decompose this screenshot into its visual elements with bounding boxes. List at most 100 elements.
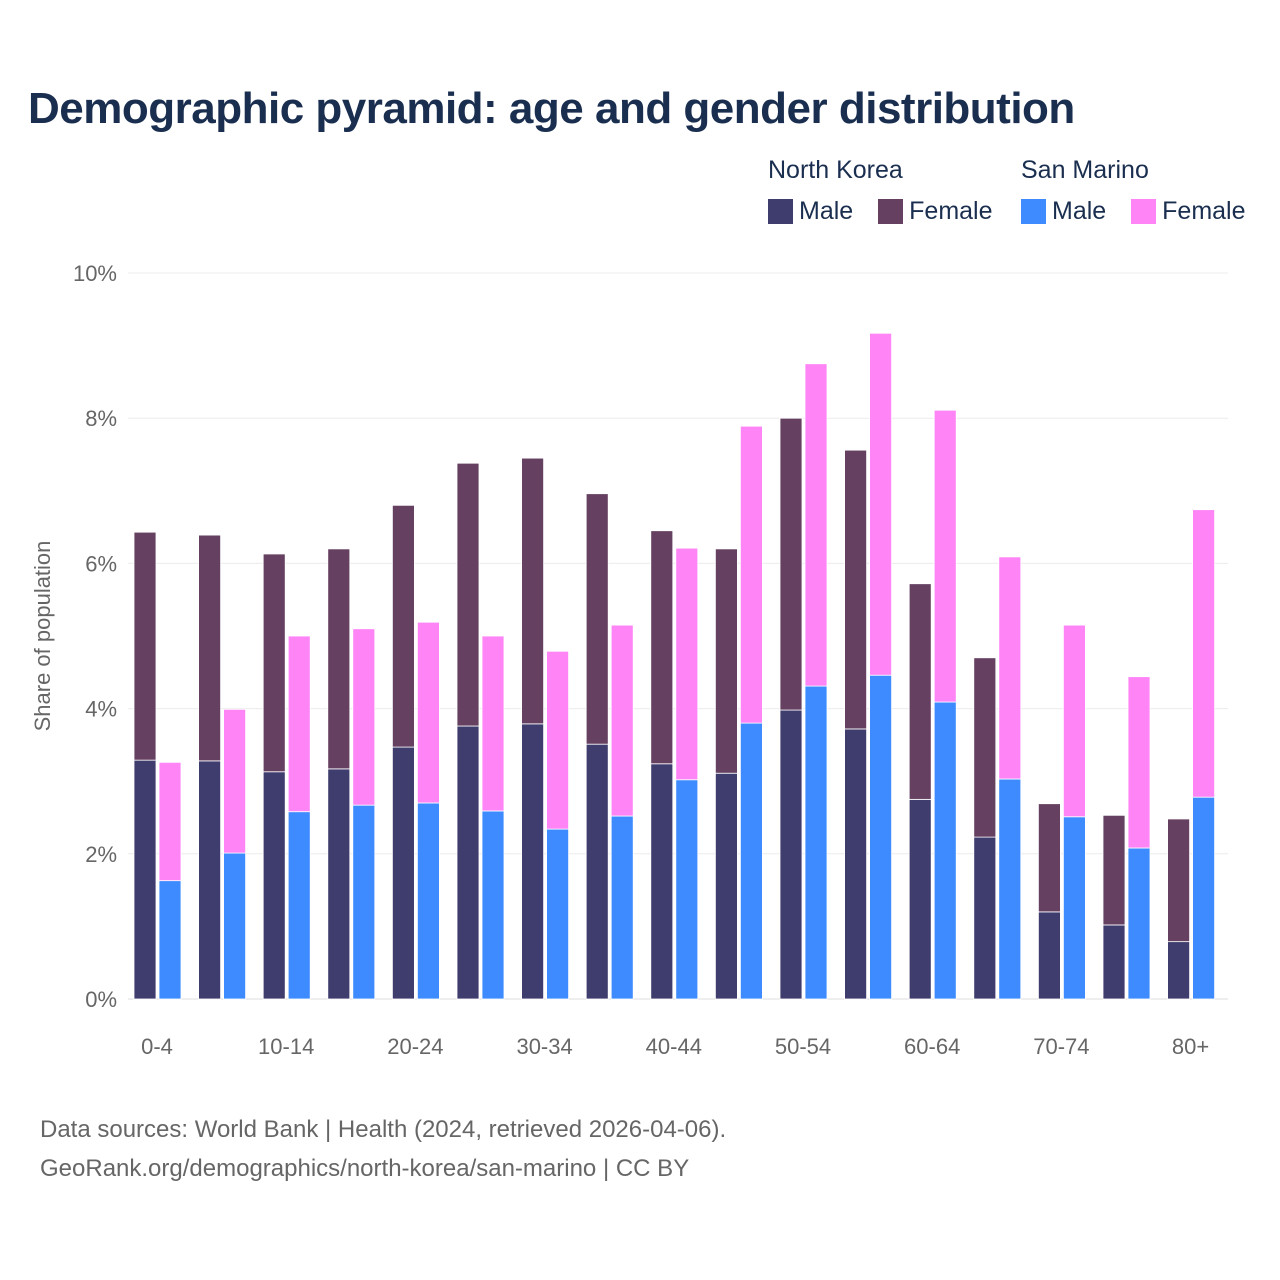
legend-group-name: San Marino (1021, 156, 1149, 184)
source-note: Data sources: World Bank | Health (2024,… (40, 1116, 727, 1143)
bar-san-marino-female-80+ (1192, 509, 1215, 798)
bar-san-marino-female-25-29 (481, 635, 505, 812)
bar-north-korea-female-45-49 (715, 548, 738, 774)
bar-north-korea-female-55-59 (844, 449, 867, 730)
bar-north-korea-male-50-54 (779, 709, 803, 1000)
bar-san-marino-female-60-64 (933, 409, 957, 703)
bar-san-marino-male-35-39 (610, 815, 634, 1000)
bar-san-marino-male-55-59 (869, 674, 892, 1000)
bar-north-korea-male-40-44 (650, 763, 674, 1000)
bar-san-marino-female-40-44 (675, 547, 699, 781)
bar-san-marino-male-20-24 (416, 802, 440, 1000)
bar-san-marino-male-10-14 (287, 811, 311, 1000)
bar-north-korea-female-30-34 (521, 457, 544, 725)
bar-san-marino-female-35-39 (610, 624, 634, 817)
bar-san-marino-female-70-74 (1063, 624, 1086, 818)
bar-san-marino-male-80+ (1192, 796, 1215, 1000)
bar-san-marino-male-60-64 (933, 701, 957, 1000)
bar-san-marino-male-0-4 (158, 880, 182, 1000)
y-tick-label: 10% (73, 261, 117, 286)
bar-san-marino-male-40-44 (675, 779, 699, 1000)
legend-swatch (1021, 199, 1046, 224)
legend-item-sm-male: Male (1021, 197, 1106, 226)
bar-san-marino-male-45-49 (740, 722, 763, 1000)
legend-north-korea: North Korea Male Female (768, 156, 1011, 231)
bar-north-korea-female-65-69 (973, 657, 997, 838)
bar-north-korea-male-80+ (1167, 941, 1190, 1000)
bar-san-marino-female-50-54 (804, 363, 828, 687)
bar-san-marino-female-45-49 (740, 425, 763, 724)
y-tick-label: 0% (85, 987, 117, 1012)
bar-san-marino-female-15-19 (352, 628, 376, 806)
x-tick-label: 40-44 (646, 1034, 702, 1059)
bar-north-korea-male-5-9 (198, 760, 222, 1000)
x-tick-label: 10-14 (258, 1034, 314, 1059)
bar-san-marino-male-25-29 (481, 810, 505, 1000)
legend-swatch (768, 199, 793, 224)
bar-north-korea-female-10-14 (262, 553, 286, 773)
y-axis-label: Share of population (30, 541, 55, 732)
bar-north-korea-female-20-24 (391, 504, 415, 748)
bar-north-korea-female-35-39 (585, 493, 609, 745)
y-tick-label: 6% (85, 551, 117, 576)
x-tick-label: 80+ (1172, 1034, 1209, 1059)
bar-san-marino-male-30-34 (546, 828, 569, 1000)
bar-san-marino-female-5-9 (223, 708, 247, 854)
bar-north-korea-male-65-69 (973, 836, 997, 1000)
bar-north-korea-male-0-4 (133, 759, 157, 1000)
bar-north-korea-male-55-59 (844, 728, 867, 1000)
bar-san-marino-female-20-24 (416, 621, 440, 804)
legend-swatch (878, 199, 904, 224)
bar-north-korea-female-15-19 (327, 548, 351, 770)
bar-san-marino-female-75-79 (1127, 676, 1151, 849)
bar-san-marino-female-55-59 (869, 332, 892, 676)
legend-item-nk-male: Male (768, 197, 853, 226)
bar-san-marino-male-5-9 (223, 852, 247, 1000)
bar-north-korea-male-10-14 (262, 771, 286, 1000)
bar-north-korea-male-70-74 (1038, 911, 1061, 1000)
bar-san-marino-male-75-79 (1127, 847, 1151, 1000)
bar-san-marino-female-0-4 (158, 761, 182, 882)
x-tick-label: 20-24 (387, 1034, 443, 1059)
bar-north-korea-male-60-64 (908, 798, 932, 1000)
bar-san-marino-male-50-54 (804, 685, 828, 1000)
bar-san-marino-male-65-69 (998, 778, 1022, 1000)
bar-san-marino-female-65-69 (998, 556, 1022, 780)
bar-north-korea-female-75-79 (1102, 814, 1126, 926)
source-url: GeoRank.org/demographics/north-korea/san… (40, 1155, 690, 1182)
bar-san-marino-female-10-14 (287, 635, 311, 813)
bar-north-korea-male-20-24 (391, 746, 415, 1000)
y-tick-label: 8% (85, 406, 117, 431)
y-tick-label: 2% (85, 842, 117, 867)
legend-san-marino: San Marino Male Female (1021, 156, 1246, 231)
x-tick-label: 0-4 (141, 1034, 173, 1059)
bar-north-korea-female-40-44 (650, 530, 674, 765)
x-tick-label: 60-64 (904, 1034, 960, 1059)
legend-item-nk-female: Female (878, 197, 993, 226)
bar-north-korea-female-70-74 (1038, 803, 1061, 913)
bar-north-korea-female-5-9 (198, 534, 222, 762)
bar-north-korea-male-25-29 (456, 725, 480, 1000)
bar-north-korea-male-35-39 (585, 743, 609, 1000)
bar-san-marino-male-70-74 (1063, 816, 1086, 1000)
y-tick-label: 4% (85, 697, 117, 722)
bar-north-korea-male-75-79 (1102, 924, 1126, 1000)
bar-north-korea-female-60-64 (908, 583, 932, 800)
legend-swatch (1131, 199, 1157, 224)
bar-north-korea-male-45-49 (715, 772, 738, 1000)
x-tick-label: 30-34 (516, 1034, 572, 1059)
bar-north-korea-male-30-34 (521, 723, 544, 1000)
bar-san-marino-male-15-19 (352, 804, 376, 1000)
bar-north-korea-female-0-4 (133, 531, 157, 761)
bar-north-korea-female-25-29 (456, 462, 480, 727)
legend-group-name: North Korea (768, 156, 903, 184)
chart-title: Demographic pyramid: age and gender dist… (28, 84, 1075, 133)
legend-item-sm-female: Female (1131, 197, 1246, 226)
x-tick-label: 70-74 (1033, 1034, 1089, 1059)
bar-north-korea-female-50-54 (779, 417, 803, 711)
x-tick-label: 50-54 (775, 1034, 831, 1059)
bar-north-korea-female-80+ (1167, 818, 1190, 943)
bar-north-korea-male-15-19 (327, 768, 351, 1000)
bar-san-marino-female-30-34 (546, 650, 569, 830)
